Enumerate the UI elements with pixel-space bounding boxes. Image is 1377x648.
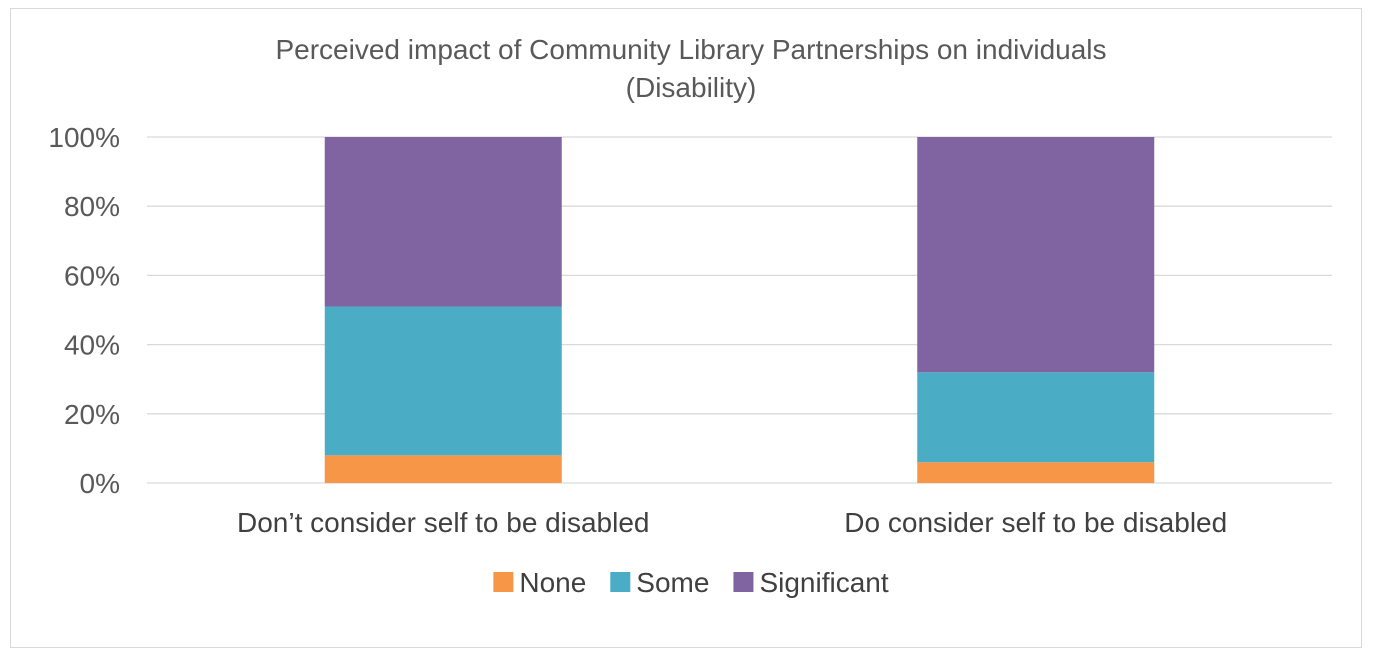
legend-item: Significant [733, 567, 889, 598]
legend-label: Significant [759, 567, 888, 598]
legend-swatch [733, 572, 754, 592]
bars [324, 137, 1155, 483]
legend: None Some Significant [493, 567, 889, 598]
x-category-label: Do consider self to be disabled [844, 507, 1227, 538]
y-tick-label: 20% [64, 399, 120, 430]
y-tick-label: 40% [64, 330, 120, 361]
bar-segment [324, 137, 562, 307]
legend-label: Some [636, 567, 709, 598]
chart-title-line-2: (Disability) [626, 72, 757, 103]
bar-segment [324, 455, 562, 483]
bar-segment [324, 306, 562, 456]
y-axis-tick-labels: 0% 20% 40% 60% 80% 100% [48, 122, 120, 499]
x-axis-category-labels: Don’t consider self to be disabled Do con… [237, 507, 1227, 538]
chart-title-line-1: Perceived impact of Community Library Pa… [275, 34, 1106, 65]
y-tick-label: 100% [48, 122, 120, 153]
legend-swatch [610, 572, 631, 592]
bar-segment [917, 372, 1155, 463]
legend-label: None [519, 567, 586, 598]
legend-item: Some [610, 567, 709, 598]
y-tick-label: 60% [64, 260, 120, 291]
chart: Perceived impact of Community Library Pa… [48, 34, 1332, 598]
y-tick-label: 0% [80, 468, 120, 499]
y-tick-label: 80% [64, 191, 120, 222]
bar-segment [917, 137, 1155, 373]
chart-title: Perceived impact of Community Library Pa… [275, 34, 1106, 103]
x-category-label: Don’t consider self to be disabled [237, 507, 649, 538]
legend-swatch [493, 572, 514, 592]
legend-item: None [493, 567, 586, 598]
bar-segment [917, 462, 1155, 483]
